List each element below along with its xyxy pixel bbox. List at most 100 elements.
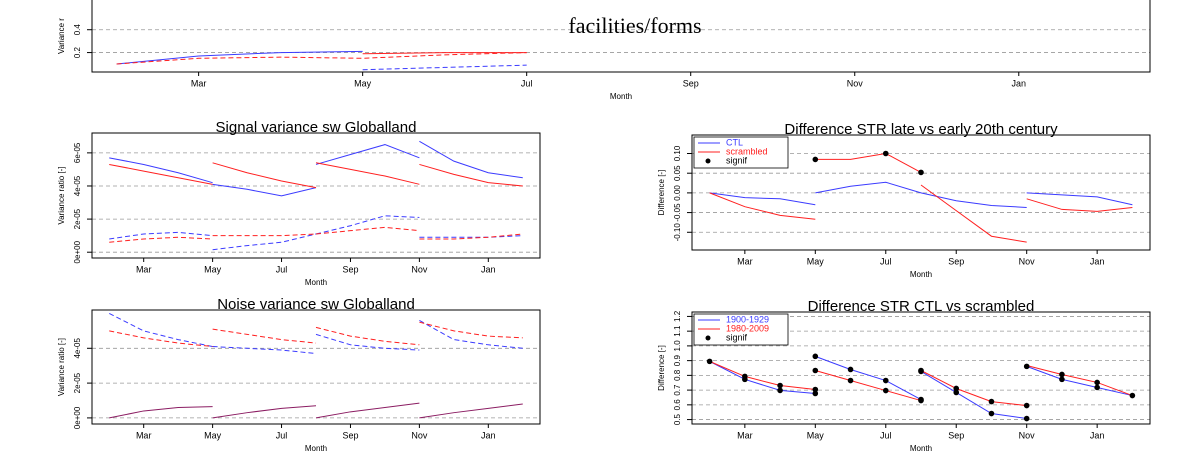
x-tick-label: Sep bbox=[342, 430, 358, 440]
x-axis-label: Month bbox=[305, 278, 327, 287]
x-tick-label: Jan bbox=[1012, 78, 1027, 88]
signif-point bbox=[918, 169, 924, 176]
y-tick-label: 0.9 bbox=[673, 355, 682, 367]
x-tick-label: Jul bbox=[880, 256, 892, 266]
signif-point bbox=[882, 387, 889, 394]
series-line bbox=[116, 52, 527, 65]
signif-point bbox=[1059, 376, 1065, 383]
signif-point bbox=[1094, 379, 1100, 386]
y-tick-label: 0.8 bbox=[673, 369, 682, 381]
x-tick-label: May bbox=[807, 256, 825, 266]
x-tick-label: Jul bbox=[276, 430, 288, 440]
x-tick-label: Jan bbox=[481, 264, 496, 274]
x-tick-label: Mar bbox=[737, 256, 753, 266]
signif-point bbox=[1094, 384, 1100, 391]
series-line bbox=[709, 152, 1133, 243]
signif-point bbox=[847, 366, 854, 373]
y-tick-label: 0.6 bbox=[673, 399, 682, 411]
y-tick-label: 6e-05 bbox=[73, 142, 82, 163]
signif-point bbox=[882, 377, 889, 384]
signif-point bbox=[812, 367, 819, 374]
y-tick-label: 0e+00 bbox=[73, 240, 82, 263]
signif-point bbox=[742, 373, 748, 380]
x-tick-label: Mar bbox=[191, 78, 207, 88]
x-tick-label: Jul bbox=[521, 78, 533, 88]
signif-point bbox=[953, 389, 960, 396]
series-line bbox=[109, 313, 523, 355]
y-tick-label: 0.00 bbox=[673, 185, 682, 201]
signif-point bbox=[1023, 402, 1030, 409]
plot-box bbox=[91, 132, 541, 259]
x-axis-label: Month bbox=[910, 444, 932, 453]
series-line bbox=[709, 181, 1133, 208]
x-tick-label: Jul bbox=[880, 430, 892, 440]
signif-point bbox=[988, 398, 995, 405]
y-tick-label: 0.7 bbox=[673, 384, 682, 396]
signif-point bbox=[882, 150, 889, 157]
legend-label: signif bbox=[726, 332, 748, 342]
signif-point bbox=[1023, 415, 1030, 422]
x-tick-label: Nov bbox=[847, 78, 864, 88]
signif-point bbox=[918, 367, 924, 374]
x-tick-label: Jan bbox=[1090, 256, 1105, 266]
series-line bbox=[109, 321, 523, 348]
x-tick-label: Mar bbox=[136, 430, 152, 440]
x-axis-label: Month bbox=[610, 92, 632, 101]
y-tick-label: 1.2 bbox=[673, 310, 682, 322]
x-tick-label: Nov bbox=[1019, 256, 1036, 266]
y-tick-label: 4e-05 bbox=[73, 175, 82, 196]
y-tick-label: -0.05 bbox=[673, 203, 682, 222]
x-tick-label: May bbox=[204, 264, 222, 274]
x-tick-label: Mar bbox=[737, 430, 753, 440]
x-tick-label: Sep bbox=[342, 264, 358, 274]
y-tick-label: 1.0 bbox=[673, 340, 682, 352]
legend-label: 1980-2009 bbox=[726, 323, 769, 333]
x-axis-label: Month bbox=[910, 270, 932, 279]
signif-point bbox=[988, 410, 995, 417]
panel-title: Difference STR CTL vs scrambled bbox=[808, 298, 1035, 315]
series-line bbox=[116, 50, 363, 65]
y-tick-label: 2e-05 bbox=[73, 208, 82, 229]
signif-point bbox=[812, 156, 819, 163]
signif-point bbox=[812, 353, 819, 360]
x-tick-label: Nov bbox=[411, 264, 428, 274]
x-tick-label: Jan bbox=[1090, 430, 1105, 440]
y-axis-label: Difference [-] bbox=[657, 170, 666, 216]
x-axis-label: Month bbox=[305, 444, 327, 453]
y-tick-label: 4e-05 bbox=[73, 338, 82, 359]
series-line bbox=[109, 402, 523, 419]
y-axis-label: Difference [-] bbox=[657, 345, 666, 391]
x-tick-label: Jul bbox=[276, 264, 288, 274]
series-line bbox=[709, 360, 1133, 407]
y-tick-label: -0.10 bbox=[673, 223, 682, 242]
legend-label: signif bbox=[726, 155, 748, 165]
y-tick-label: 0e+00 bbox=[73, 406, 82, 429]
panel-title: Difference STR late vs early 20th centur… bbox=[784, 121, 1058, 138]
y-tick-label: 0.05 bbox=[673, 165, 682, 181]
series-line bbox=[109, 140, 523, 197]
plot-box bbox=[91, 0, 1151, 73]
legend-label: 1900-1929 bbox=[726, 314, 769, 324]
y-axis-label: Variance r bbox=[57, 18, 66, 54]
x-tick-label: Sep bbox=[948, 430, 964, 440]
x-tick-label: May bbox=[204, 430, 222, 440]
signif-point bbox=[706, 358, 713, 365]
x-tick-label: Sep bbox=[948, 256, 964, 266]
y-tick-label: 0.4 bbox=[73, 24, 82, 36]
y-tick-label: 2e-05 bbox=[73, 372, 82, 393]
signif-point bbox=[1023, 363, 1030, 370]
x-tick-label: Nov bbox=[411, 430, 428, 440]
y-tick-label: 0.10 bbox=[673, 145, 682, 161]
legend-marker bbox=[705, 335, 711, 341]
y-tick-label: 1.1 bbox=[673, 325, 682, 337]
series-line bbox=[362, 64, 527, 71]
series-line bbox=[109, 215, 523, 251]
y-axis-label: Variance ratio [-] bbox=[57, 166, 66, 224]
panel-title: Noise variance sw Globalland bbox=[217, 296, 415, 313]
annotation: facilities/forms bbox=[568, 13, 701, 38]
signif-point bbox=[918, 397, 924, 404]
y-tick-label: 0.5 bbox=[673, 413, 682, 425]
x-tick-label: Mar bbox=[136, 264, 152, 274]
y-axis-label: Variance ratio [-] bbox=[57, 338, 66, 396]
